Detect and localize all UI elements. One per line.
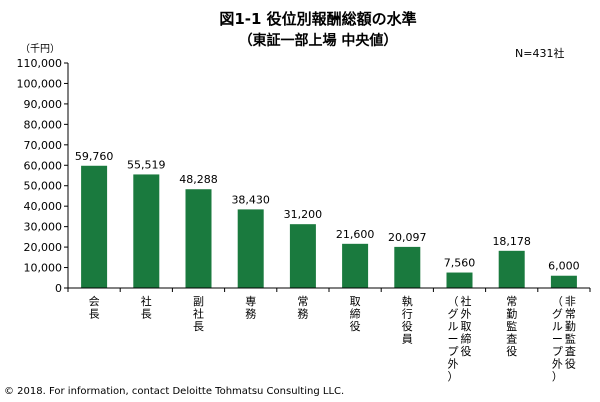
- category-label: 取締役: [350, 295, 361, 333]
- y-tick-label: 100,000: [17, 77, 63, 90]
- category-label-line: 執行役員: [402, 295, 413, 346]
- category-label-line: （グループ外）: [552, 295, 563, 383]
- bar: [394, 246, 421, 288]
- category-label-line: 常務: [297, 295, 308, 321]
- category-label: 副社長: [193, 295, 204, 333]
- sample-size-note: N=431社: [515, 46, 564, 60]
- y-tick-label: 50,000: [24, 180, 63, 193]
- category-label: 非常勤監査役（グループ外）: [552, 295, 576, 383]
- data-label: 6,000: [548, 260, 580, 273]
- category-label-line: 取締役: [350, 295, 361, 333]
- category-label: 常勤監査役: [506, 295, 517, 358]
- bar: [342, 243, 369, 288]
- chart-title: 図1-1 役位別報酬総額の水準: [219, 10, 416, 28]
- y-tick-label: 0: [55, 282, 62, 295]
- y-tick-label: 10,000: [24, 262, 63, 275]
- data-label: 18,178: [492, 235, 531, 248]
- data-label: 38,430: [231, 193, 270, 206]
- bar: [133, 174, 160, 288]
- y-tick-label: 30,000: [24, 221, 63, 234]
- category-label: 執行役員: [402, 295, 413, 346]
- category-label: 専務: [245, 295, 256, 321]
- category-label-line: 社長: [141, 294, 152, 321]
- data-label: 55,519: [127, 158, 166, 171]
- category-label: 常務: [297, 295, 308, 321]
- bar: [237, 209, 264, 288]
- category-label-line: 非常勤監査役: [565, 295, 576, 371]
- y-tick-label: 40,000: [24, 200, 63, 213]
- data-label: 31,200: [284, 208, 323, 221]
- data-label: 59,760: [75, 150, 114, 163]
- y-tick-label: 80,000: [24, 118, 63, 131]
- category-label-line: 専務: [245, 295, 256, 321]
- category-label-line: 社外取締役: [461, 294, 472, 358]
- bar: [185, 189, 212, 288]
- y-tick-label: 60,000: [24, 159, 63, 172]
- x-axis: [67, 287, 591, 292]
- bar: [498, 250, 525, 288]
- data-labels: 59,760 55,519 48,288 38,430 31,200 21,600 20,0…: [75, 150, 580, 273]
- category-label: 会長: [89, 295, 100, 321]
- y-tick-label: 20,000: [24, 241, 63, 254]
- bar: [81, 165, 108, 288]
- bar-series: [81, 165, 577, 288]
- category-label-line: 副社長: [193, 295, 204, 333]
- data-label: 20,097: [388, 231, 427, 244]
- data-label: 7,560: [444, 257, 476, 270]
- category-label: 社長: [141, 294, 152, 321]
- category-labels: 会長社長副社長専務常務取締役執行役員社外取締役（グループ外）常勤監査役非常勤監査…: [89, 294, 576, 383]
- category-label-line: 常勤監査役: [506, 295, 517, 358]
- bar: [550, 275, 577, 288]
- category-label-line: （グループ外）: [448, 295, 459, 383]
- y-tick-label: 90,000: [24, 98, 63, 111]
- data-label: 21,600: [336, 228, 375, 241]
- y-tick-label: 70,000: [24, 139, 63, 152]
- category-label: 社外取締役（グループ外）: [448, 294, 472, 383]
- y-axis-unit-label: （千円）: [20, 43, 60, 55]
- copyright-footer: © 2018. For information, contact Deloitt…: [4, 386, 344, 397]
- bar: [446, 272, 473, 288]
- y-axis: 0 10,000 20,000 30,000 40,000 50,000 60,000 70,…: [17, 57, 69, 295]
- bar: [289, 224, 316, 288]
- category-label-line: 会長: [89, 295, 100, 321]
- chart-subtitle: （東証一部上場 中央値）: [239, 32, 398, 49]
- data-label: 48,288: [179, 173, 218, 186]
- y-tick-label: 110,000: [17, 57, 63, 70]
